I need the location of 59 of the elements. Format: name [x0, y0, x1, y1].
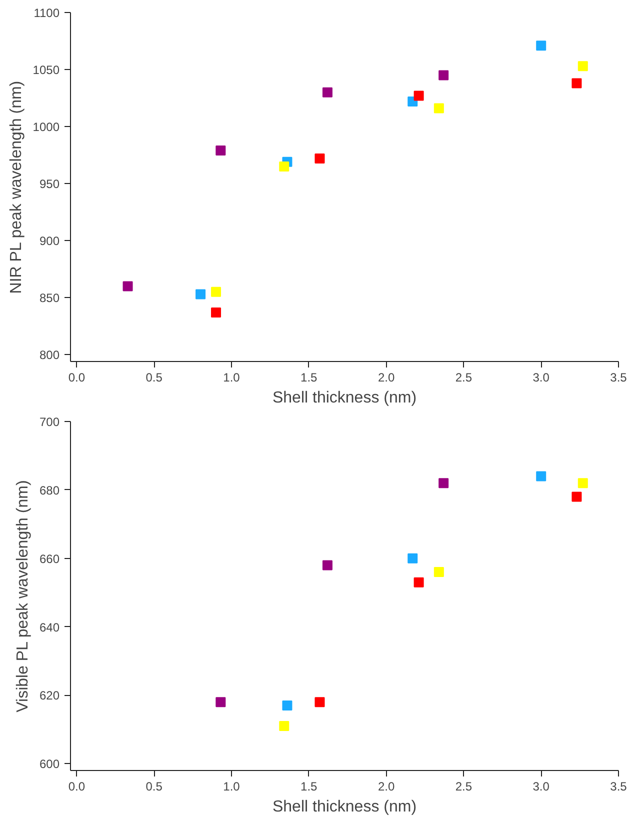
y-tick-label: 1000 [32, 120, 60, 134]
x-tick-label: 0.5 [146, 780, 163, 794]
point [434, 103, 444, 114]
point [408, 553, 418, 564]
x-axis-title: Shell thickness (nm) [272, 390, 417, 406]
x-tick-label: 2.5 [455, 370, 472, 384]
x-tick-label: 0.0 [68, 780, 86, 794]
y-tick-label: 850 [39, 291, 60, 306]
point [434, 567, 444, 578]
point [322, 87, 332, 98]
x-tick-label: 3.5 [610, 780, 628, 794]
point [414, 90, 424, 101]
x-tick-label: 3.0 [532, 370, 550, 384]
x-tick-label: 3.5 [610, 370, 628, 384]
x-tick-label: 0.5 [146, 370, 163, 384]
y-tick-label: 700 [39, 415, 60, 429]
y-tick-label: 800 [39, 348, 60, 362]
y-axis-title: Visible PL peak wavelength (nm) [14, 480, 32, 712]
point [314, 153, 325, 164]
point [279, 161, 290, 172]
y-tick-label: 660 [39, 552, 60, 566]
point [216, 697, 226, 708]
point [196, 289, 206, 300]
x-tick-label: 2.0 [378, 370, 395, 384]
point [438, 70, 449, 80]
x-tick-label: 1.0 [223, 780, 240, 794]
y-tick-label: 640 [39, 620, 60, 634]
point [536, 40, 546, 51]
x-tick-label: 0.0 [68, 370, 86, 384]
point [211, 307, 222, 318]
x-tick-label: 3.0 [532, 780, 550, 794]
point [536, 471, 546, 482]
point [578, 61, 588, 72]
point [282, 700, 292, 710]
x-tick-label: 1.5 [300, 370, 318, 384]
point [216, 146, 226, 156]
x-tick-label: 2.0 [378, 780, 395, 794]
point [572, 78, 582, 88]
point [322, 560, 332, 570]
x-tick-label: 1.5 [300, 780, 318, 794]
point [211, 286, 222, 297]
y-tick-label: 680 [39, 483, 60, 498]
point [122, 281, 133, 292]
y-tick-label: 1100 [34, 6, 60, 20]
x-axis-title: Shell thickness (nm) [272, 798, 417, 816]
point [578, 478, 588, 488]
point [414, 577, 424, 588]
x-tick-label: 1.0 [223, 370, 240, 384]
y-tick-label: 900 [39, 234, 60, 248]
y-tick-label: 620 [39, 688, 60, 703]
y-axis-title: NIR PL peak wavelength (nm) [8, 80, 25, 294]
point [279, 721, 290, 732]
y-tick-label: 1050 [32, 63, 60, 78]
x-tick-label: 2.5 [455, 780, 472, 794]
point [314, 697, 325, 708]
y-tick-label: 950 [39, 177, 60, 192]
y-tick-label: 600 [39, 757, 60, 772]
point [438, 478, 449, 488]
point [572, 492, 582, 502]
